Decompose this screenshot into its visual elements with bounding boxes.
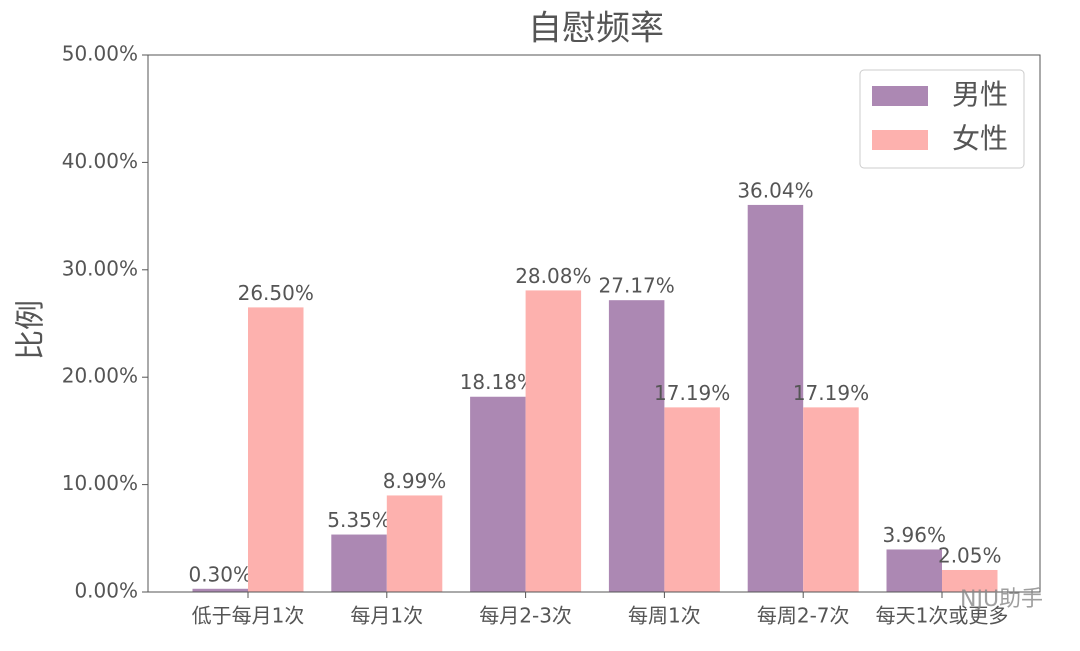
y-tick-label: 20.00% xyxy=(62,364,138,388)
y-tick-label: 30.00% xyxy=(62,256,138,280)
legend-label: 男性 xyxy=(952,78,1008,111)
value-label: 5.35% xyxy=(327,508,391,532)
bar xyxy=(248,307,304,592)
x-tick-label: 每月2-3次 xyxy=(479,604,572,628)
legend-label: 女性 xyxy=(952,122,1008,155)
bar xyxy=(886,549,942,592)
x-tick-label: 每周2-7次 xyxy=(757,604,850,628)
y-axis-label: 比例 xyxy=(14,300,49,360)
bar xyxy=(942,569,998,592)
bar xyxy=(470,396,526,592)
chart-title: 自慰频率 xyxy=(528,9,664,49)
bar xyxy=(803,407,859,592)
bar xyxy=(386,495,443,592)
value-label: 28.08% xyxy=(515,264,591,288)
value-label: 26.50% xyxy=(238,281,314,305)
value-label: 36.04% xyxy=(737,178,813,202)
x-tick-label: 低于每月1次 xyxy=(192,604,305,628)
value-label: 3.96% xyxy=(882,523,946,547)
bar xyxy=(747,204,804,592)
bar xyxy=(608,300,665,592)
value-label: 17.19% xyxy=(793,381,869,405)
bar xyxy=(331,534,387,592)
watermark: NJU助手 xyxy=(960,587,1043,612)
value-label: 2.05% xyxy=(938,543,1002,567)
value-label: 8.99% xyxy=(383,469,447,493)
y-tick-label: 50.00% xyxy=(62,42,138,66)
bar xyxy=(525,290,582,592)
value-label: 0.30% xyxy=(188,562,252,586)
legend-swatch xyxy=(872,86,928,106)
y-tick-label: 0.00% xyxy=(74,579,138,603)
x-tick-label: 每周1次 xyxy=(628,604,701,628)
legend-swatch xyxy=(872,130,928,150)
y-tick-label: 10.00% xyxy=(62,471,138,495)
y-tick-label: 40.00% xyxy=(62,149,138,173)
bar xyxy=(664,407,720,592)
bar xyxy=(192,588,248,592)
value-label: 27.17% xyxy=(599,274,675,298)
value-label: 18.18% xyxy=(460,370,536,394)
value-label: 17.19% xyxy=(654,381,730,405)
x-tick-label: 每月1次 xyxy=(350,604,423,628)
x-tick-label: 每天1次或更多 xyxy=(876,604,1009,628)
plot-frame xyxy=(147,54,1041,593)
